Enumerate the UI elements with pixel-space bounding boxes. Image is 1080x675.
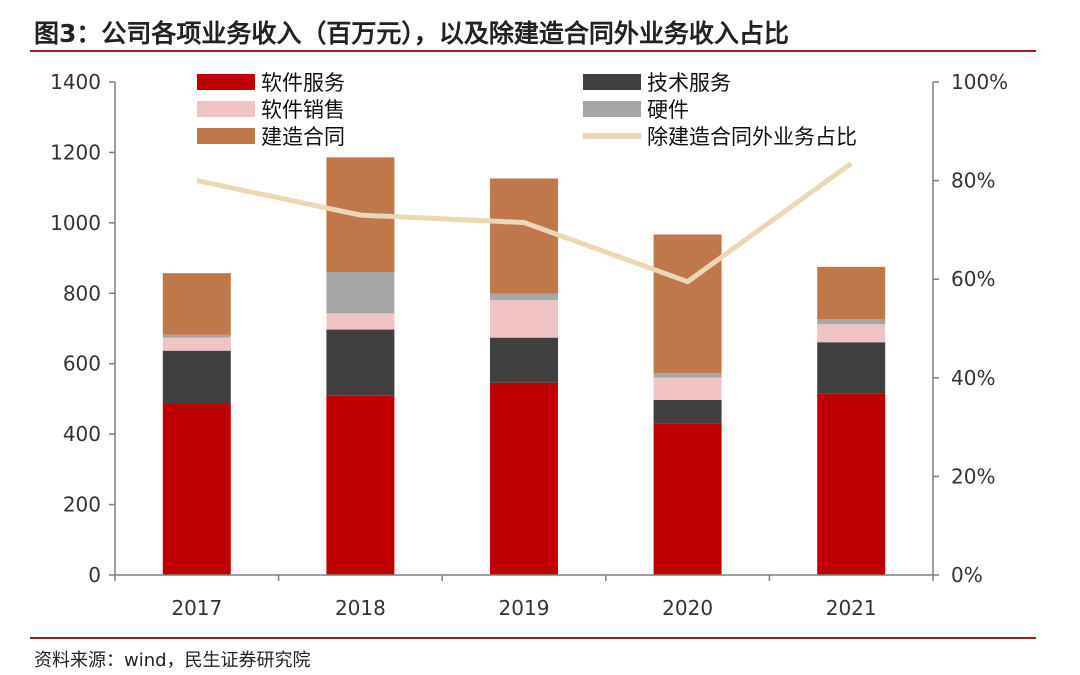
source-note: 资料来源：wind，民生证券研究院 xyxy=(34,650,311,671)
bar-software_sales-2017 xyxy=(162,337,231,351)
bar-tech_services-2021 xyxy=(817,342,886,394)
bar-software_sales-2019 xyxy=(490,299,558,338)
legend-swatch-tech_services xyxy=(583,74,641,90)
y2-tick-label: 0% xyxy=(951,563,983,587)
ratio-line xyxy=(196,161,853,285)
y-tick-label: 1400 xyxy=(50,70,101,94)
bar-construction-2019 xyxy=(490,178,558,294)
bar-construction-2021 xyxy=(817,266,886,320)
y-tick-label: 800 xyxy=(63,281,101,305)
x-tick-label: 2018 xyxy=(335,596,386,620)
bar-construction-2020 xyxy=(653,234,722,374)
ratio-line-group xyxy=(196,161,853,285)
x-tick-label: 2021 xyxy=(826,596,877,620)
bars-group xyxy=(162,157,886,575)
legend-label: 硬件 xyxy=(647,98,689,122)
y-tick-label: 600 xyxy=(63,352,101,376)
legend-label: 软件销售 xyxy=(261,98,345,122)
bar-hardware-2020 xyxy=(653,373,722,378)
bar-software_services-2020 xyxy=(653,423,722,575)
legend-swatch-software_services xyxy=(197,74,255,90)
y2-tick-label: 20% xyxy=(951,464,995,488)
bar-hardware-2018 xyxy=(326,272,395,314)
legend-label: 建造合同 xyxy=(261,125,345,149)
y-tick-label: 400 xyxy=(63,422,101,446)
y2-tick-label: 100% xyxy=(951,70,1008,94)
bar-hardware-2019 xyxy=(490,293,558,300)
y-tick-label: 200 xyxy=(63,493,101,517)
legend-swatch-line xyxy=(583,133,641,139)
source-rule xyxy=(30,637,1036,639)
bar-tech_services-2017 xyxy=(162,350,231,404)
bar-software_services-2018 xyxy=(326,395,395,575)
axes-group: 0 200 400 600 800 1000 1200 1400 0% 20% 40% 60% 80% 1… xyxy=(50,70,1008,620)
y-tick-label: 1200 xyxy=(50,140,101,164)
legend-label: 软件服务 xyxy=(261,71,345,95)
legend-label: 技术服务 xyxy=(647,71,731,95)
bar-software_services-2021 xyxy=(817,393,886,575)
legend-swatch-construction xyxy=(197,128,255,144)
x-tick-label: 2017 xyxy=(171,596,222,620)
legend-label: 除建造合同外业务占比 xyxy=(647,125,857,149)
legend-swatch-hardware xyxy=(583,101,641,117)
bar-software_sales-2021 xyxy=(817,324,886,343)
bar-hardware-2021 xyxy=(817,319,886,325)
bar-software_sales-2020 xyxy=(653,377,722,400)
bar-tech_services-2018 xyxy=(326,329,395,396)
x-tick-label: 2019 xyxy=(499,596,550,620)
y-tick-label: 0 xyxy=(88,563,101,587)
bar-software_services-2017 xyxy=(162,403,231,575)
bar-software_sales-2018 xyxy=(326,313,395,330)
bar-tech_services-2019 xyxy=(490,337,558,383)
y2-tick-label: 80% xyxy=(951,169,995,193)
y-tick-label: 1000 xyxy=(50,211,101,235)
y2-tick-label: 60% xyxy=(951,267,995,291)
title-rule xyxy=(30,50,1036,52)
legend-swatch-software_sales xyxy=(197,101,255,117)
bar-software_services-2019 xyxy=(490,382,558,575)
bar-construction-2017 xyxy=(162,273,231,335)
bar-hardware-2017 xyxy=(162,334,231,338)
y2-tick-label: 40% xyxy=(951,366,995,390)
chart-title: 图3：公司各项业务收入（百万元），以及除建造合同外业务收入占比 xyxy=(34,19,789,48)
x-tick-label: 2020 xyxy=(662,596,713,620)
bar-tech_services-2020 xyxy=(653,399,722,424)
